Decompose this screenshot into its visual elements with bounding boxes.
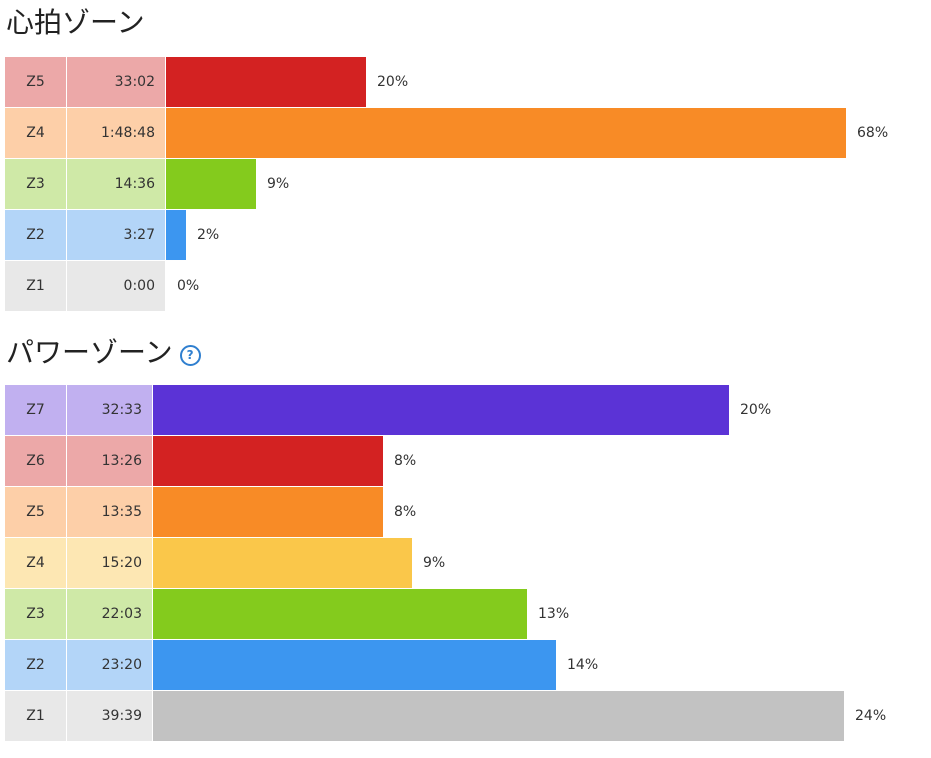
heart-rate-zones-title: 心拍ゾーン — [6, 9, 145, 37]
power-zone-time: 13:26 — [67, 436, 152, 486]
power-zone-bar — [153, 691, 844, 741]
power-zone-percent: 8% — [394, 453, 417, 469]
hr-zone-time: 0:00 — [67, 261, 165, 311]
power-zone-percent: 14% — [567, 657, 599, 673]
power-zone-bar — [153, 487, 383, 537]
hr-zone-percent: 2% — [197, 227, 220, 243]
power-zone-percent: 24% — [855, 708, 887, 724]
heart-rate-zones-title-text: 心拍ゾーン — [6, 6, 145, 39]
power-zone-label: Z4 — [5, 538, 66, 588]
power-zone-percent: 20% — [740, 402, 772, 418]
hr-zone-time: 14:36 — [67, 159, 165, 209]
power-zone-time: 15:20 — [67, 538, 152, 588]
hr-zone-percent: 20% — [377, 74, 409, 90]
power-zone-bar — [153, 436, 383, 486]
power-zone-bar — [153, 589, 527, 639]
power-zone-label: Z1 — [5, 691, 66, 741]
hr-zone-bar — [166, 57, 366, 107]
power-zone-time: 13:35 — [67, 487, 152, 537]
power-zone-time: 32:33 — [67, 385, 152, 435]
power-zone-bar — [153, 640, 556, 690]
hr-zone-percent: 9% — [267, 176, 290, 192]
hr-zone-label: Z1 — [5, 261, 66, 311]
power-zone-percent: 13% — [538, 606, 570, 622]
hr-zone-time: 33:02 — [67, 57, 165, 107]
hr-zone-label: Z4 — [5, 108, 66, 158]
hr-zone-time: 3:27 — [67, 210, 165, 260]
power-zones-title: パワーゾーン ? — [6, 339, 201, 367]
question-circle-icon[interactable]: ? — [179, 344, 201, 366]
power-zone-label: Z2 — [5, 640, 66, 690]
power-zone-label: Z5 — [5, 487, 66, 537]
hr-zone-bar — [166, 210, 186, 260]
hr-zone-bar — [166, 108, 846, 158]
power-zone-label: Z3 — [5, 589, 66, 639]
power-zone-bar — [153, 385, 729, 435]
power-zones-title-text: パワーゾーン — [6, 336, 173, 369]
hr-zone-bar — [166, 159, 256, 209]
power-zone-time: 39:39 — [67, 691, 152, 741]
hr-zone-time: 1:48:48 — [67, 108, 165, 158]
hr-zone-percent: 0% — [177, 278, 200, 294]
hr-zone-percent: 68% — [857, 125, 889, 141]
hr-zone-label: Z3 — [5, 159, 66, 209]
hr-zone-label: Z2 — [5, 210, 66, 260]
power-zone-label: Z6 — [5, 436, 66, 486]
power-zone-label: Z7 — [5, 385, 66, 435]
power-zone-percent: 9% — [423, 555, 446, 571]
hr-zone-label: Z5 — [5, 57, 66, 107]
power-zone-bar — [153, 538, 412, 588]
power-zone-time: 23:20 — [67, 640, 152, 690]
power-zone-percent: 8% — [394, 504, 417, 520]
power-zone-time: 22:03 — [67, 589, 152, 639]
